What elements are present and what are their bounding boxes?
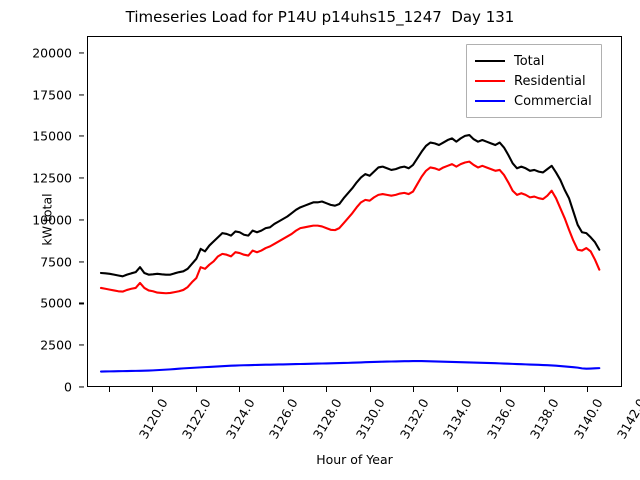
x-tick-mark: [456, 387, 458, 392]
x-tick-label: 3140.0: [570, 396, 606, 442]
y-tick-mark: [79, 261, 84, 263]
legend-item-residential[interactable]: Residential: [475, 71, 592, 91]
y-tick-mark: [79, 344, 84, 346]
x-tick-mark: [326, 387, 328, 392]
x-tick-label: 3138.0: [527, 396, 562, 442]
y-tick-mark: [79, 386, 84, 388]
y-axis-tick-labels: 0 2500 5000 7500 10000 12500 15000 17500 20000: [0, 36, 84, 395]
x-tick-mark: [239, 387, 241, 392]
y-tick-label: 0: [64, 379, 72, 395]
x-tick-label: 3132.0: [396, 396, 432, 442]
x-tick-mark: [369, 387, 371, 392]
legend: Total Residential Commercial: [466, 44, 602, 118]
series-line-total: [101, 135, 599, 276]
x-tick-mark: [152, 387, 154, 392]
x-axis-tick-labels: 3120.0 3122.0 3124.0 3126.0 3128.0 3130.0 3132…: [87, 387, 640, 447]
legend-swatch-icon: [475, 79, 505, 83]
y-tick-mark: [79, 52, 84, 54]
y-tick-label: 20000: [32, 45, 72, 61]
series-line-residential: [101, 162, 599, 294]
x-tick-mark: [282, 387, 284, 392]
x-tick-mark: [413, 387, 415, 392]
legend-swatch-icon: [475, 59, 505, 63]
y-tick-mark: [79, 93, 84, 96]
x-tick-label: 3142.0: [614, 396, 640, 442]
y-tick-label: 17500: [32, 87, 72, 102]
x-tick-label: 3128.0: [309, 396, 345, 442]
legend-item-commercial[interactable]: Commercial: [475, 91, 592, 111]
x-tick-mark: [195, 387, 197, 392]
x-tick-label: 3130.0: [353, 396, 388, 442]
x-tick-mark: [587, 387, 589, 392]
x-tick-label: 3122.0: [179, 396, 214, 442]
y-tick-mark: [79, 177, 84, 179]
y-tick-label: 15000: [32, 128, 72, 144]
y-tick-mark: [79, 302, 84, 304]
legend-item-total[interactable]: Total: [475, 51, 592, 71]
legend-item-label: Commercial: [514, 93, 592, 109]
x-tick-label: 3136.0: [483, 396, 519, 442]
y-tick-label: 12500: [32, 170, 72, 186]
y-tick-label: 10000: [32, 212, 72, 228]
x-tick-label: 3120.0: [135, 396, 171, 442]
x-tick-label: 3126.0: [266, 396, 301, 442]
x-tick-label: 3134.0: [440, 396, 475, 442]
legend-item-label: Total: [514, 53, 545, 69]
y-tick-mark: [79, 219, 84, 221]
y-tick-label: 7500: [40, 254, 72, 270]
x-tick-mark: [543, 387, 545, 392]
y-tick-mark: [79, 135, 84, 137]
y-tick-label: 5000: [40, 295, 72, 311]
series-line-commercial: [101, 361, 599, 371]
x-tick-label: 3124.0: [222, 396, 258, 442]
x-axis-label: Hour of Year: [316, 452, 393, 467]
x-tick-mark: [108, 387, 110, 392]
legend-swatch-icon: [475, 99, 505, 103]
legend-item-label: Residential: [514, 73, 586, 89]
page-title: Timeseries Load for P14U p14uhs15_1247 D…: [125, 8, 515, 26]
x-tick-mark: [500, 387, 502, 392]
series-layer: [88, 37, 621, 386]
y-tick-label: 2500: [40, 337, 72, 353]
